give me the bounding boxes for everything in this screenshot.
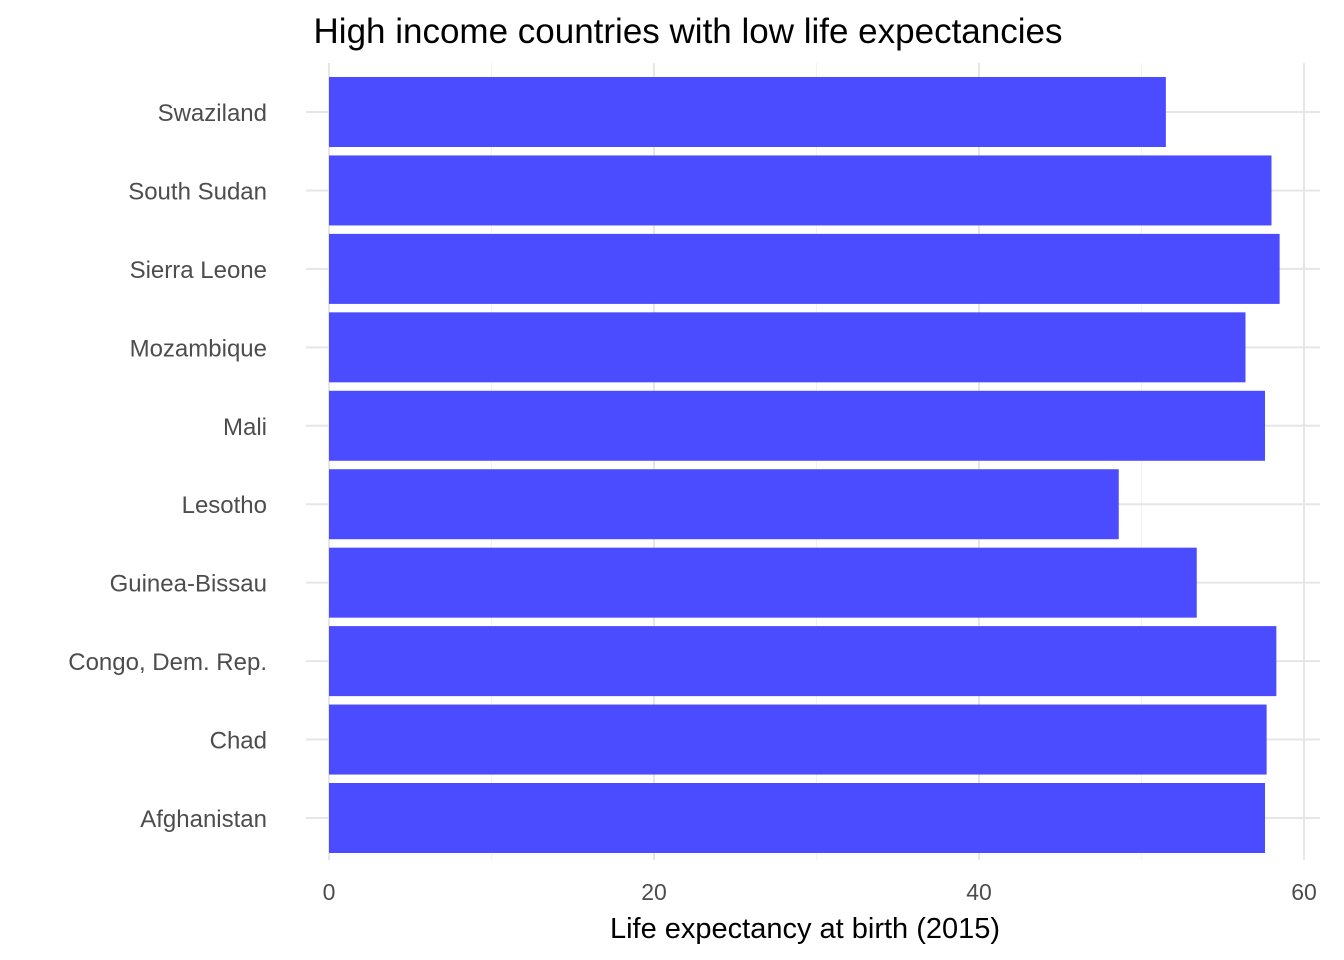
bar: [329, 390, 1265, 461]
x-tick-label: 20: [641, 879, 667, 905]
x-tick-labels: 0 20 40 60: [323, 879, 1317, 905]
x-tick-label: 40: [966, 879, 992, 905]
category-label: Mali: [223, 414, 267, 441]
category-label: Mozambique: [130, 335, 267, 362]
category-label: Guinea-Bissau: [110, 571, 267, 598]
bar: [329, 312, 1246, 383]
bar: [329, 783, 1265, 853]
category-label: Afghanistan: [140, 806, 267, 833]
category-label: Chad: [210, 728, 267, 755]
bar: [329, 77, 1166, 147]
bar: [329, 155, 1272, 226]
x-axis-title: Life expectancy at birth (2015): [610, 913, 1000, 945]
category-label: South Sudan: [128, 178, 267, 205]
bar: [329, 626, 1277, 697]
bar: [329, 233, 1280, 304]
x-tick-label: 60: [1291, 879, 1317, 905]
category-label: Sierra Leone: [130, 257, 267, 284]
bar: [329, 704, 1267, 775]
category-labels: Swaziland South Sudan Sierra Leone Mozambiq…: [68, 100, 267, 833]
bar: [329, 469, 1119, 540]
bars: [329, 77, 1280, 853]
category-label: Lesotho: [182, 492, 267, 519]
x-tick-label: 0: [323, 879, 336, 905]
category-label: Swaziland: [158, 100, 267, 127]
category-label: Congo, Dem. Rep.: [68, 649, 267, 676]
chart-title: High income countries with low life expe…: [314, 12, 1063, 51]
bar: [329, 547, 1197, 618]
